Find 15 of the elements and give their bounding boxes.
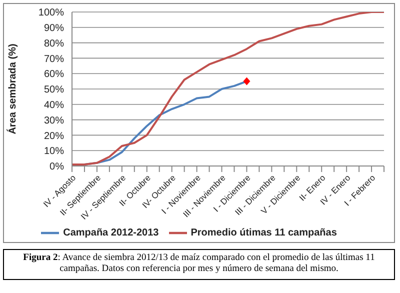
y-tick-label: 10%: [44, 146, 64, 158]
y-tick-label: 20%: [44, 130, 64, 142]
y-tick-label: 60%: [44, 69, 64, 80]
y-tick-label: 90%: [44, 22, 64, 34]
legend-label: Promedio útimas 11 campañas: [190, 228, 337, 239]
y-tick-label: 70%: [44, 54, 64, 65]
y-tick-label: 0%: [50, 162, 64, 173]
y-tick-label: 100%: [38, 8, 64, 19]
y-axis-title: Área sembrada (%): [6, 44, 19, 134]
y-tick-label: 40%: [44, 100, 64, 111]
y-tick-label: 50%: [44, 84, 64, 96]
legend-label: Campaña 2012-2013: [63, 228, 159, 239]
y-tick-label: 30%: [44, 115, 64, 126]
text: Figura 2: Avance de siembra 2012/13 de maíz comparado con el promedio de las últimas 11 campañas. Datos con referencia por mes y número de semana del mismo.: [3, 249, 395, 280]
y-tick-label: 80%: [44, 38, 64, 50]
